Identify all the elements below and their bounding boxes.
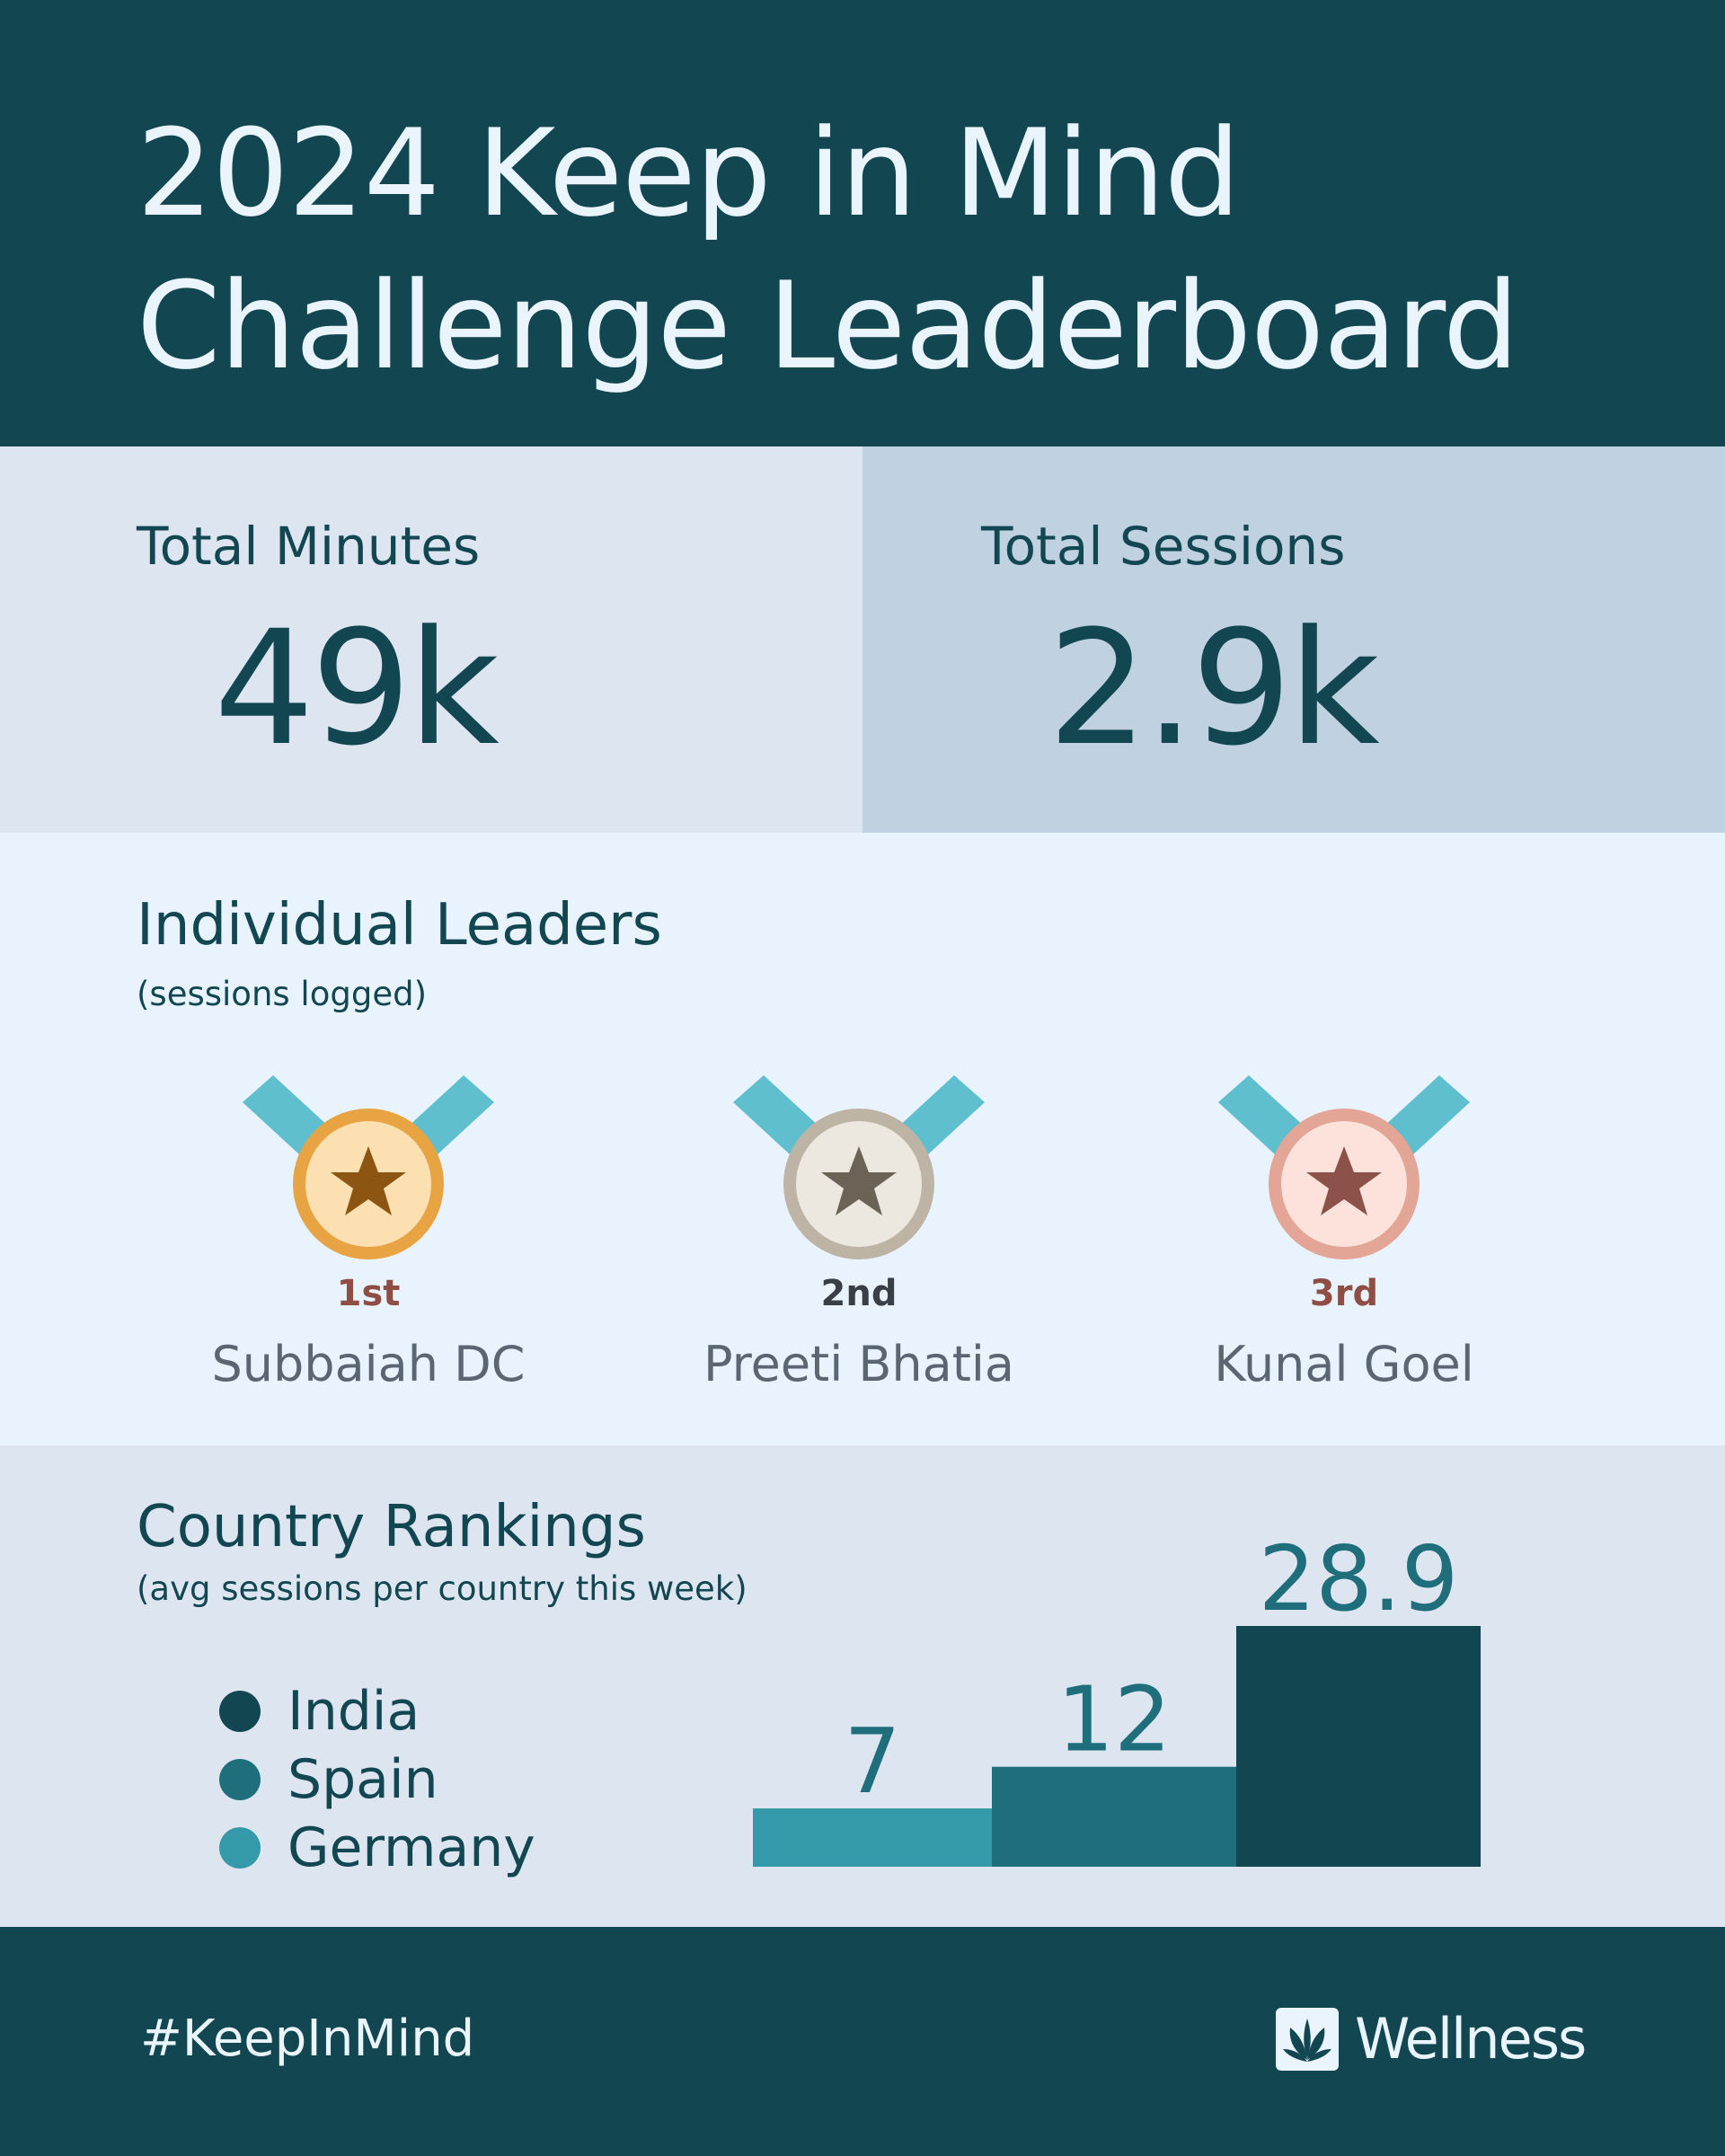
total-minutes-card: Total Minutes 49k xyxy=(0,446,862,833)
gold-medal-icon xyxy=(243,1075,494,1259)
leader-name: Kunal Goel xyxy=(1214,1336,1474,1392)
chart-legend: India Spain Germany xyxy=(219,1677,535,1882)
bar-india xyxy=(1236,1626,1481,1867)
legend-item-india: India xyxy=(219,1677,535,1745)
countries-subtitle: (avg sessions per country this week) xyxy=(137,1569,748,1608)
bar-spain xyxy=(992,1766,1236,1867)
title-line-1: 2024 Keep in Mind xyxy=(137,103,1241,243)
leader-card-3: 3rd Kunal Goel xyxy=(1110,1075,1578,1399)
leader-rank: 2nd xyxy=(820,1273,898,1314)
total-sessions-value: 2.9k xyxy=(1048,596,1380,781)
countries-title: Country Rankings xyxy=(137,1494,646,1560)
bar-value-label-germany: 7 xyxy=(844,1709,901,1814)
total-sessions-card: Total Sessions 2.9k xyxy=(862,446,1725,833)
legend-dot-india xyxy=(219,1691,261,1732)
individual-leaders-section: Individual Leaders (sessions logged) 1st… xyxy=(0,833,1725,1445)
legend-dot-spain xyxy=(219,1759,261,1800)
bar-germany xyxy=(753,1808,992,1867)
legend-dot-germany xyxy=(219,1827,261,1869)
page-title: 2024 Keep in Mind Challenge Leaderboard xyxy=(137,97,1519,402)
legend-label: Germany xyxy=(288,1816,535,1879)
total-minutes-label: Total Minutes xyxy=(137,516,481,577)
legend-label: India xyxy=(288,1680,420,1743)
bar-value-label-spain: 12 xyxy=(1057,1667,1171,1772)
country-rankings-section: Country Rankings (avg sessions per count… xyxy=(0,1445,1725,1927)
legend-label: Spain xyxy=(288,1748,438,1811)
leaf-logo-icon xyxy=(1276,2007,1339,2071)
leaders-subtitle: (sessions logged) xyxy=(137,975,428,1013)
hashtag: #KeepInMind xyxy=(140,2010,475,2068)
stats-section: Total Minutes 49k Total Sessions 2.9k xyxy=(0,446,1725,833)
leader-rank: 3rd xyxy=(1309,1273,1379,1314)
leader-name: Subbaiah DC xyxy=(211,1336,526,1392)
footer: #KeepInMind Wellness xyxy=(0,1927,1725,2156)
title-line-2: Challenge Leaderboard xyxy=(137,256,1519,396)
leaders-title: Individual Leaders xyxy=(137,892,662,959)
leader-name: Preeti Bhatia xyxy=(703,1336,1015,1392)
leader-card-2: 2nd Preeti Bhatia xyxy=(625,1075,1092,1399)
country-bar-chart: 7 12 28.9 xyxy=(753,1526,1481,1867)
total-sessions-label: Total Sessions xyxy=(981,516,1346,577)
brand-name: Wellness xyxy=(1355,2006,1587,2072)
bronze-medal-icon xyxy=(1218,1075,1470,1259)
bar-value-label-india: 28.9 xyxy=(1259,1526,1459,1631)
legend-item-spain: Spain xyxy=(219,1745,535,1814)
leader-rank: 1st xyxy=(336,1273,401,1314)
brand: Wellness xyxy=(1276,2006,1587,2072)
legend-item-germany: Germany xyxy=(219,1814,535,1882)
leader-card-1: 1st Subbaiah DC xyxy=(135,1075,602,1399)
silver-medal-icon xyxy=(733,1075,985,1259)
total-minutes-value: 49k xyxy=(214,596,500,781)
header: 2024 Keep in Mind Challenge Leaderboard xyxy=(0,0,1725,446)
